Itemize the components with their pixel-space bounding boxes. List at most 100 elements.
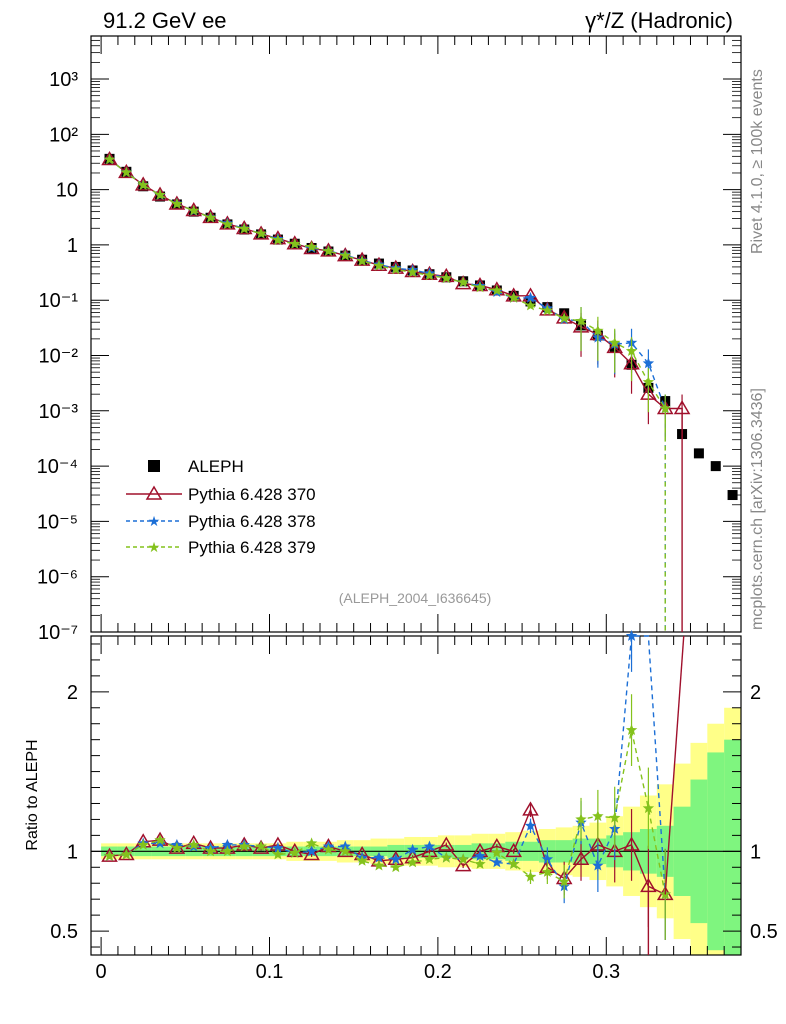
mc-point-370 <box>505 287 522 302</box>
mc-point-379 <box>524 299 537 311</box>
mc-point-379 <box>474 281 486 293</box>
ratio-x-tick-label: 0 <box>96 961 107 983</box>
ratio-point-370 <box>454 857 472 872</box>
mc-point-379 <box>204 211 217 223</box>
main-y-tick-label: 10⁻⁷ <box>38 622 78 644</box>
ratio-point-379 <box>272 848 284 860</box>
aleph-data-point <box>727 490 738 501</box>
ratio-point-379 <box>440 851 452 863</box>
main-y-tick-label: 10⁻³ <box>39 401 79 423</box>
ratio-point-379 <box>188 838 200 850</box>
mc-point-379 <box>373 259 385 271</box>
main-y-tick-label: 10² <box>49 124 78 146</box>
legend-label-378: Pythia 6.428 378 <box>188 512 316 531</box>
mc-point-379 <box>508 291 520 303</box>
legend-marker-379: ★ <box>148 539 161 555</box>
main-panel: 10⁻⁷ 10⁻⁶ 10⁻⁵ 10⁻⁴ 10⁻³ 10⁻² 10⁻¹ 1 10 10² 10³ <box>37 35 742 644</box>
ratio-point-379 <box>356 854 368 866</box>
mc-point-379 <box>423 269 436 281</box>
mc-point-379 <box>440 272 452 284</box>
ratio-point-379 <box>390 861 402 873</box>
aleph-data-point <box>710 461 721 472</box>
mc-point-379 <box>322 245 335 257</box>
ratio-point-370 <box>572 850 590 866</box>
main-y-tick-label: 10⁻¹ <box>39 290 79 312</box>
mc-point-379 <box>339 249 351 261</box>
ratio-point-379 <box>305 837 318 849</box>
mc-point-379 <box>659 402 671 414</box>
ratio-point-379 <box>204 845 217 857</box>
ratio-point-378 <box>305 845 318 857</box>
ratio-point-378 <box>625 630 638 641</box>
ratio-y-tick-label: 2 <box>67 682 78 704</box>
ratio-point-378 <box>154 837 166 849</box>
ratio-y-tick-label: 1 <box>67 841 78 863</box>
ratio-line-370 <box>109 807 666 896</box>
ratio-point-379 <box>609 811 621 823</box>
ratio-point-379 <box>575 813 587 825</box>
ratio-y-tick-label: 0.5 <box>50 921 78 943</box>
mc-point-379 <box>103 153 116 165</box>
mc-point-379 <box>575 315 587 326</box>
ratio-panel: 0 0.1 0.2 0.3 0.5 0.5 1 1 2 2 <box>50 630 778 983</box>
ratio-point-379 <box>524 870 537 882</box>
ratio-point-379 <box>221 845 234 857</box>
mc-point-379 <box>305 240 318 252</box>
ratio-point-379 <box>373 859 385 871</box>
main-y-tick-label: 10⁻⁵ <box>37 511 78 533</box>
ratio-point-370 <box>623 836 640 851</box>
ratio-point-379 <box>474 858 486 869</box>
ratio-x-tick-label: 0.2 <box>424 961 452 983</box>
analysis-id-label: (ALEPH_2004_I636645) <box>339 590 492 606</box>
ratio-point-379 <box>541 866 554 877</box>
mc-point-378 <box>524 291 537 303</box>
ratio-point-379 <box>137 838 149 850</box>
mc-point-379 <box>356 255 368 266</box>
main-y-tick-label: 10 <box>56 180 78 202</box>
mc-point-379 <box>137 179 149 191</box>
mc-point-379 <box>625 345 638 356</box>
ratio-point-378 <box>390 853 402 865</box>
ratio-point-379 <box>508 858 520 869</box>
legend-marker-370 <box>145 485 163 500</box>
mc-point-379 <box>609 336 621 348</box>
legend-marker-378: ★ <box>148 513 161 529</box>
ratio-point-370 <box>438 836 455 851</box>
mc-point-379 <box>289 238 301 249</box>
ratio-point-379 <box>642 802 655 814</box>
mcplots-label: mcplots.cern.ch [arXiv:1306.3436] <box>749 388 766 630</box>
ratio-point-378 <box>474 850 486 861</box>
ratio-point-378 <box>491 856 503 868</box>
main-frame <box>90 35 742 633</box>
ratio-point-378 <box>592 859 604 871</box>
mc-point-379 <box>255 227 267 239</box>
mc-point-379 <box>642 376 655 387</box>
legend-label-aleph: ALEPH <box>188 457 244 476</box>
ratio-y-tick-label-right: 0.5 <box>750 921 778 943</box>
mc-point-370 <box>438 267 455 283</box>
ratio-point-370 <box>303 846 320 861</box>
ratio-panel-background <box>101 707 741 955</box>
rivet-label: Rivet 4.1.0, ≥ 100k events <box>749 69 766 254</box>
main-y-tick-label: 10³ <box>49 69 78 91</box>
ratio-point-379 <box>255 840 267 852</box>
ratio-point-379 <box>238 840 250 852</box>
ratio-point-379 <box>339 845 351 857</box>
ratio-point-379 <box>558 875 570 887</box>
ratio-point-379 <box>491 846 503 858</box>
mc-line-370 <box>109 158 683 632</box>
legend: ALEPH Pythia 6.428 370 ★ Pythia 6.428 37… <box>126 457 316 557</box>
ratio-point-370 <box>505 842 522 858</box>
ratio-x-tick-label: 0.1 <box>256 961 284 983</box>
ratio-point-379 <box>625 724 638 735</box>
mc-point-379 <box>541 304 554 316</box>
ratio-point-379 <box>592 810 604 822</box>
ratio-point-378 <box>373 851 385 863</box>
ratio-point-378 <box>406 843 419 855</box>
main-y-tick-label: 1 <box>67 235 78 257</box>
mc-point-379 <box>558 312 570 324</box>
ratio-frame <box>90 635 742 956</box>
ratio-point-379 <box>423 853 436 865</box>
mc-point-379 <box>272 234 284 245</box>
